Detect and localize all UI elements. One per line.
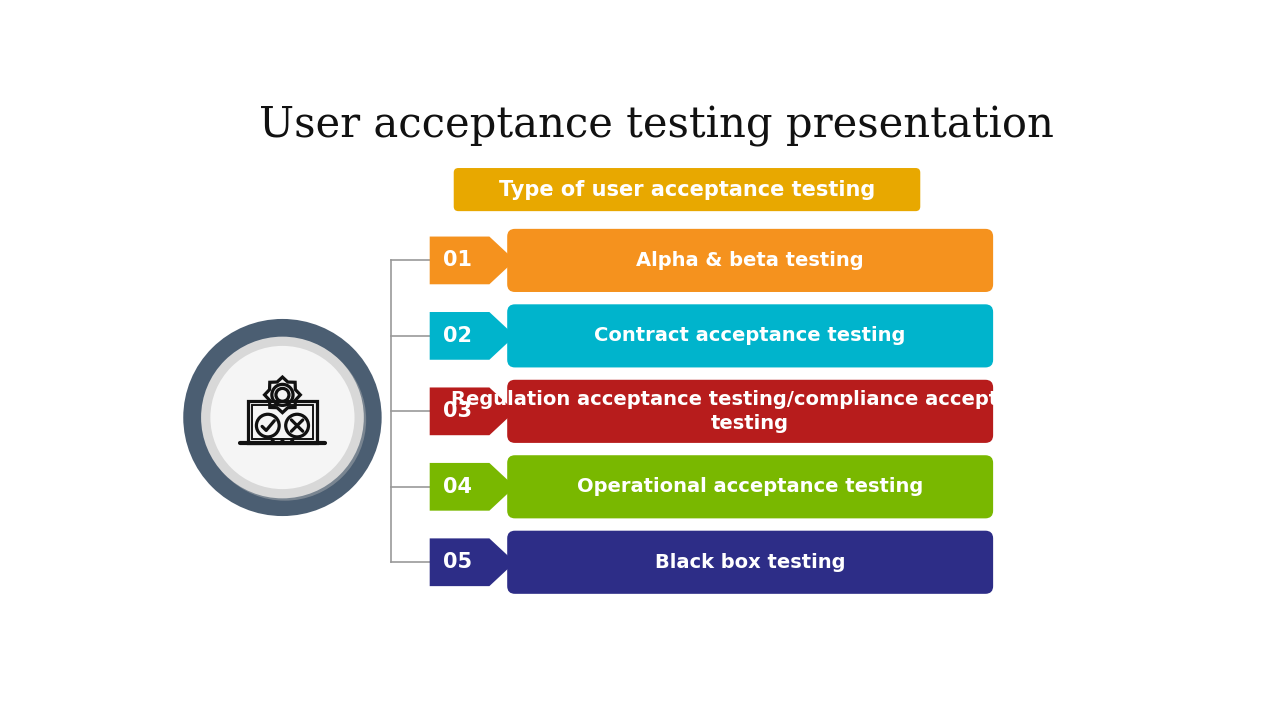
Text: User acceptance testing presentation: User acceptance testing presentation <box>259 105 1053 148</box>
Text: Type of user acceptance testing: Type of user acceptance testing <box>499 179 876 199</box>
Text: Operational acceptance testing: Operational acceptance testing <box>577 477 923 496</box>
Polygon shape <box>430 387 515 435</box>
FancyBboxPatch shape <box>507 379 993 443</box>
Circle shape <box>291 438 294 442</box>
Text: Alpha & beta testing: Alpha & beta testing <box>636 251 864 270</box>
FancyBboxPatch shape <box>507 531 993 594</box>
Polygon shape <box>430 463 515 510</box>
Text: 01: 01 <box>443 251 472 271</box>
Circle shape <box>204 339 366 500</box>
Circle shape <box>183 319 381 516</box>
Circle shape <box>201 337 364 498</box>
FancyBboxPatch shape <box>453 168 920 211</box>
FancyBboxPatch shape <box>507 305 993 367</box>
Circle shape <box>280 438 284 442</box>
Text: Contract acceptance testing: Contract acceptance testing <box>594 326 906 346</box>
Polygon shape <box>430 539 515 586</box>
Text: Regulation acceptance testing/compliance acceptance
testing: Regulation acceptance testing/compliance… <box>451 390 1050 433</box>
Text: 04: 04 <box>443 477 472 497</box>
Circle shape <box>210 346 355 489</box>
Polygon shape <box>430 237 515 284</box>
Circle shape <box>270 438 275 442</box>
Text: 02: 02 <box>443 326 472 346</box>
Text: 03: 03 <box>443 401 472 421</box>
FancyBboxPatch shape <box>507 455 993 518</box>
Text: Black box testing: Black box testing <box>655 553 845 572</box>
Polygon shape <box>430 312 515 360</box>
Text: 05: 05 <box>443 552 472 572</box>
FancyBboxPatch shape <box>507 229 993 292</box>
